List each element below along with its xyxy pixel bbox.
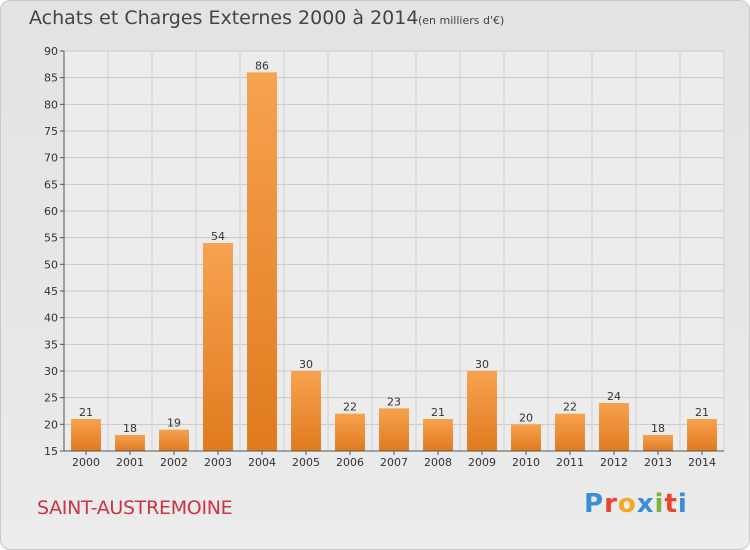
logo-letter: x [636, 489, 655, 519]
logo-letter: r [604, 489, 618, 519]
proxiti-logo[interactable]: Proxiti [584, 489, 688, 519]
logo-letter: i [654, 489, 665, 519]
plot-area [64, 51, 724, 451]
bar-2010[interactable] [511, 424, 541, 451]
grid-lines [63, 50, 725, 452]
y-tick-label: 75 [44, 125, 58, 138]
value-label: 18 [123, 422, 137, 435]
bar-2014[interactable] [687, 419, 717, 451]
bar-2003[interactable] [203, 243, 233, 451]
x-tick-label: 2013 [644, 456, 672, 469]
value-label: 54 [211, 230, 225, 243]
bar-2011[interactable] [555, 413, 585, 451]
y-tick-label: 85 [44, 72, 58, 85]
value-label: 30 [299, 358, 313, 371]
x-tick-label: 2009 [468, 456, 496, 469]
y-tick-label: 80 [44, 98, 58, 111]
value-label: 24 [607, 390, 621, 403]
y-tick-label: 30 [44, 365, 58, 378]
x-tick-label: 2007 [380, 456, 408, 469]
y-tick-label: 70 [44, 152, 58, 165]
x-tick-label: 2004 [248, 456, 276, 469]
y-tick-label: 55 [44, 232, 58, 245]
value-label: 19 [167, 417, 181, 430]
value-label: 21 [431, 406, 445, 419]
x-tick-label: 2003 [204, 456, 232, 469]
x-tick-label: 2006 [336, 456, 364, 469]
bar-2009[interactable] [467, 371, 497, 451]
y-tick-label: 40 [44, 312, 58, 325]
value-label: 86 [255, 59, 269, 72]
value-label: 22 [563, 401, 577, 414]
bar-2013[interactable] [643, 435, 673, 451]
bar-2004[interactable] [247, 72, 277, 451]
chart-subtitle: (en milliers d'€) [418, 14, 505, 27]
x-tick-label: 2010 [512, 456, 540, 469]
chart-title: Achats et Charges Externes 2000 à 2014 [29, 7, 419, 29]
bar-2008[interactable] [423, 419, 453, 451]
y-tick-label: 35 [44, 338, 58, 351]
y-tick-label: 15 [44, 445, 58, 458]
bar-2005[interactable] [291, 371, 321, 451]
bar-2001[interactable] [115, 435, 145, 451]
value-label: 21 [79, 406, 93, 419]
bar-2012[interactable] [599, 403, 629, 451]
y-tick-label: 20 [44, 418, 58, 431]
bar-2002[interactable] [159, 429, 189, 451]
x-tick-label: 2014 [688, 456, 716, 469]
y-tick-label: 60 [44, 205, 58, 218]
value-label: 22 [343, 401, 357, 414]
value-label: 21 [695, 406, 709, 419]
value-label: 30 [475, 358, 489, 371]
x-tick-label: 2008 [424, 456, 452, 469]
x-tick-label: 2000 [72, 456, 100, 469]
bar-2000[interactable] [71, 419, 101, 451]
commune-name: SAINT-AUSTREMOINE [37, 497, 233, 519]
y-tick-label: 65 [44, 178, 58, 191]
value-label: 18 [651, 422, 665, 435]
x-tick-label: 2001 [116, 456, 144, 469]
x-tick-label: 2012 [600, 456, 628, 469]
y-tick-label: 45 [44, 285, 58, 298]
y-tick-label: 50 [44, 258, 58, 271]
value-label: 20 [519, 411, 533, 424]
logo-letter: i [677, 489, 688, 519]
logo-letter: P [584, 489, 605, 519]
logo-letter: o [617, 489, 637, 519]
y-tick-label: 25 [44, 392, 58, 405]
value-label: 23 [387, 395, 401, 408]
logo-letter: t [664, 489, 678, 519]
axes: 15 20 25 30 35 40 45 50 55 60 65 70 75 80 85 90 2000 2001… [44, 45, 724, 469]
y-tick-label: 90 [44, 45, 58, 58]
x-tick-label: 2005 [292, 456, 320, 469]
bars: 21 18 19 54 86 30 22 23 21 30 20 22 24 18 21 [71, 59, 717, 451]
x-tick-label: 2002 [160, 456, 188, 469]
x-tick-label: 2011 [556, 456, 584, 469]
bar-2007[interactable] [379, 408, 409, 451]
bar-2006[interactable] [335, 413, 365, 451]
